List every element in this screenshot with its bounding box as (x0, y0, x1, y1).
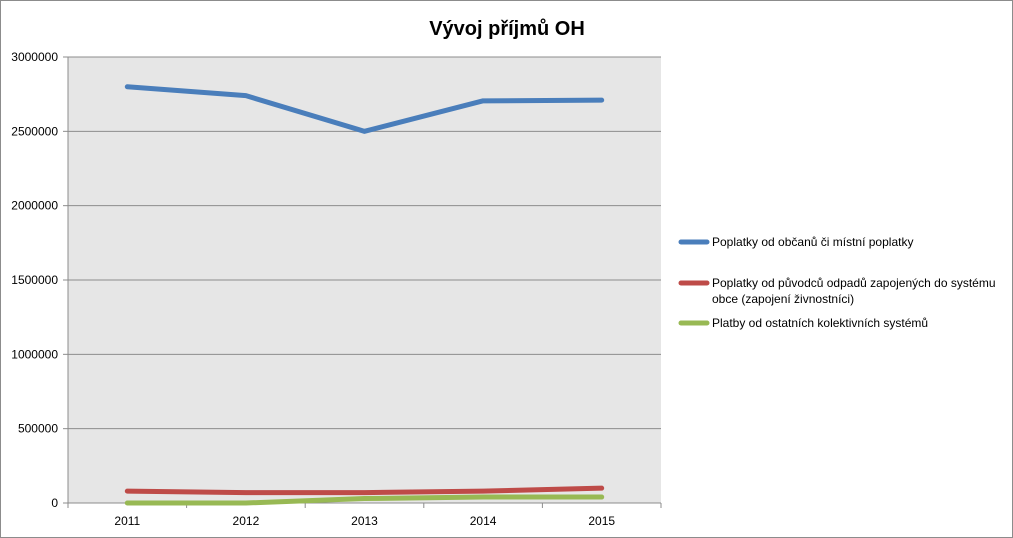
legend-item: Platby od ostatních kolektivních systémů (678, 316, 928, 330)
y-tick-label: 3000000 (11, 50, 58, 64)
legend-label: Platby od ostatních kolektivních systémů (712, 316, 928, 330)
legend: Poplatky od občanů či místní poplatky Pop… (678, 235, 996, 330)
y-tick-label: 1000000 (11, 347, 58, 361)
legend-item: Poplatky od původců odpadů zapojených do… (678, 276, 996, 306)
x-tick-label: 2014 (470, 514, 497, 528)
legend-label: Poplatky od občanů či místní poplatky (712, 235, 913, 249)
x-tick-label: 2013 (351, 514, 378, 528)
y-tick-label: 500000 (18, 422, 58, 436)
series-line-2 (124, 485, 605, 496)
series-line-3 (124, 494, 605, 506)
legend-item: Poplatky od občanů či místní poplatky (678, 235, 913, 249)
plot-area: 0 500000 1000000 1500000 2000000 2500000 30000… (11, 50, 662, 528)
legend-label: obce (zapojení živnostníci) (712, 292, 854, 306)
y-tick-label: 2500000 (11, 124, 58, 138)
x-tick-label: 2015 (588, 514, 615, 528)
chart-title: Vývoj příjmů OH (429, 18, 585, 40)
y-tick-label: 1500000 (11, 273, 58, 287)
y-tick-label: 0 (51, 496, 58, 510)
legend-label: Poplatky od původců odpadů zapojených do… (712, 276, 996, 290)
x-tick-label: 2011 (114, 514, 140, 528)
x-tick-label: 2012 (233, 514, 260, 528)
y-tick-label: 2000000 (11, 199, 58, 213)
series-line-1 (124, 84, 605, 134)
